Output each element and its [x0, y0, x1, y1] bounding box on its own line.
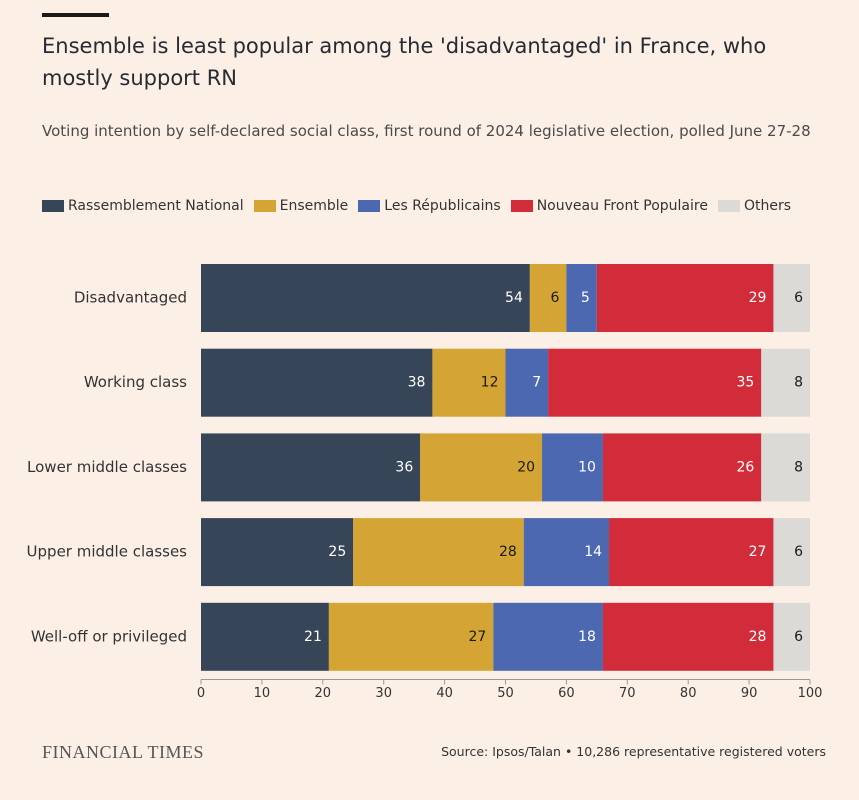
bar-segment [542, 433, 603, 502]
legend-label: Les Républicains [384, 198, 501, 214]
bar-segment [602, 602, 774, 671]
x-tick-label: 80 [680, 686, 697, 701]
value-label: 25 [328, 544, 346, 560]
legend-item: Les Républicains [358, 198, 501, 214]
legend-swatch [717, 200, 740, 212]
bar-segment [773, 518, 810, 587]
value-label: 54 [505, 290, 523, 306]
bar-segment [523, 518, 610, 587]
bar-segment [201, 433, 421, 502]
legend-label: Others [743, 198, 791, 214]
x-tick-label: 50 [497, 686, 514, 701]
x-tick-label: 60 [558, 686, 575, 701]
bar-segment [353, 518, 524, 587]
bar-segment [201, 518, 354, 587]
bar-segment [505, 348, 549, 417]
value-label: 38 [408, 375, 426, 391]
value-label: 5 [581, 290, 590, 306]
legend-label: Ensemble [279, 198, 349, 214]
x-tick-label: 10 [254, 686, 271, 701]
value-label: 28 [749, 629, 767, 645]
value-label: 35 [736, 375, 754, 391]
x-tick-label: 90 [741, 686, 758, 701]
category-label: Working class [84, 373, 187, 391]
bar-segment [493, 602, 603, 671]
value-label: 8 [794, 375, 803, 391]
bar-segment [609, 518, 774, 587]
value-label: 6 [794, 290, 803, 306]
top-rule [42, 13, 109, 17]
bar-segment [420, 433, 543, 502]
value-label: 10 [578, 459, 596, 475]
bar-segment [773, 602, 810, 671]
legend-swatch [358, 200, 381, 212]
legend-item: Ensemble [253, 198, 349, 214]
x-tick-label: 70 [619, 686, 636, 701]
x-tick-label: 100 [798, 686, 823, 701]
bar-segment [596, 264, 774, 332]
x-tick-label: 40 [436, 686, 453, 701]
category-label: Well-off or privileged [31, 627, 187, 645]
bar-segment [761, 348, 810, 417]
legend-item: Rassemblement National [42, 198, 244, 214]
value-label: 27 [468, 629, 486, 645]
value-label: 21 [304, 629, 322, 645]
category-label: Upper middle classes [27, 543, 188, 561]
bar-segment [602, 433, 762, 502]
value-label: 6 [550, 290, 559, 306]
value-label: 36 [395, 459, 413, 475]
legend-swatch [510, 200, 533, 212]
legend-swatch [253, 200, 276, 212]
value-label: 14 [584, 544, 602, 560]
legend: Rassemblement National Ensemble Les Républ… [42, 198, 795, 214]
value-label: 27 [749, 544, 767, 560]
bar-segment [773, 264, 810, 332]
legend-item: Nouveau Front Populaire [510, 198, 708, 214]
source: Source: Ipsos/Talan • 10,286 representat… [441, 744, 826, 759]
value-label: 12 [481, 375, 499, 391]
value-label: 6 [794, 629, 803, 645]
x-tick-label: 20 [315, 686, 332, 701]
value-label: 20 [517, 459, 535, 475]
bar-segment [201, 264, 530, 332]
value-label: 29 [749, 290, 767, 306]
bar-segment [548, 348, 762, 417]
value-label: 6 [794, 544, 803, 560]
bar-segment [761, 433, 810, 502]
bar-segment [529, 264, 567, 332]
value-label: 8 [794, 459, 803, 475]
legend-item: Others [717, 198, 791, 214]
bar-segment [432, 348, 506, 417]
legend-label: Rassemblement National [68, 198, 244, 214]
value-label: 7 [532, 375, 541, 391]
bar-segment [328, 602, 494, 671]
chart-title: Ensemble is least popular among the 'dis… [42, 34, 767, 90]
bar-segment [566, 264, 597, 332]
legend-label: Nouveau Front Populaire [536, 198, 708, 214]
value-label: 26 [736, 459, 754, 475]
x-tick-label: 0 [197, 686, 205, 701]
chart-subtitle: Voting intention by self-declared social… [42, 122, 811, 140]
bar-segment [201, 348, 433, 417]
value-label: 18 [578, 629, 596, 645]
publisher: FINANCIAL TIMES [42, 742, 205, 762]
legend-swatch [42, 200, 64, 212]
category-label: Lower middle classes [27, 458, 187, 476]
category-label: Disadvantaged [74, 289, 187, 307]
bar-segment [201, 602, 329, 671]
x-tick-label: 30 [375, 686, 392, 701]
value-label: 28 [499, 544, 517, 560]
